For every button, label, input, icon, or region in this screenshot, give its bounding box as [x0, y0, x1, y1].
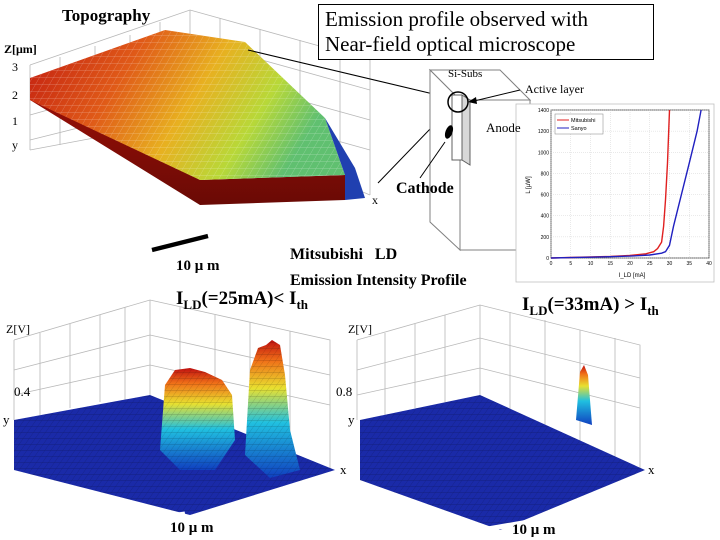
li-chart: 0 5 10 15 20 25 30 35 40020040060080010001200140… [515, 103, 715, 283]
left-profile-scale-bar [126, 511, 186, 525]
li-x-tick-label-2: 10 [588, 261, 594, 267]
li-chart-ylabel: L [μW] [526, 176, 532, 194]
right-heading-mid: (=33mA) > I [547, 294, 648, 315]
anode-label: Anode [486, 120, 521, 135]
cathode-label: Cathode [396, 180, 454, 197]
active-layer-arrow [469, 89, 521, 103]
li-y-tick-label-3: 600 [541, 193, 550, 199]
callout-box: Emission profile observed with Near-fiel… [318, 4, 654, 60]
active-layer-arrowhead [468, 97, 477, 104]
cathode-arrow [419, 141, 446, 179]
li-x-tick-label-0: 0 [550, 261, 553, 267]
li-x-tick-label-3: 15 [607, 261, 613, 267]
topography-side-face [30, 78, 345, 205]
right-profile-z-tick: 0.8 [336, 384, 353, 399]
right-profile-floor-mesh [360, 395, 645, 530]
center-title-line-1: Mitsubishi LD [290, 246, 398, 263]
active-layer-label: Active layer [525, 82, 584, 96]
li-x-tick-label-5: 25 [647, 261, 653, 267]
left-profile-y-label: y [3, 412, 10, 427]
right-heading-i: I [522, 294, 530, 315]
cathode-electrode [444, 125, 454, 139]
li-y-tick-label-6: 1200 [538, 129, 549, 135]
topography-scale-label: 10 μ m [176, 258, 220, 274]
topography-z-tick-3: 3 [12, 60, 18, 74]
li-chart-series [550, 109, 702, 259]
right-profile-peak [576, 365, 592, 425]
li-y-tick-label-2: 400 [541, 214, 550, 220]
li-x-tick-label-1: 5 [569, 261, 572, 267]
li-y-tick-label-1: 200 [541, 235, 550, 241]
left-profile-z-label: Z[V] [6, 322, 30, 336]
left-heading-mid: (=25mA)< I [201, 288, 297, 309]
center-title-line-2: Emission Intensity Profile [290, 272, 467, 289]
right-profile-scale-bar [481, 517, 541, 533]
left-heading-i: I [176, 288, 184, 309]
right-profile-scale-label: 10 μ m [512, 522, 556, 538]
topography-mesh [30, 30, 345, 180]
right-heading-sub2: th [647, 302, 659, 318]
legend-label-sanyo: Sanyo [571, 126, 587, 132]
device-schematic [428, 68, 532, 252]
callout-pointer-line [247, 49, 447, 98]
topography-title: Topography [62, 6, 151, 25]
topography-z-label: Z[μm] [4, 42, 37, 56]
topography-z-tick-1: 1 [12, 114, 18, 128]
topography-y-label: y [12, 138, 18, 152]
si-subs-label: Si-Subs [448, 68, 483, 80]
left-heading-sub2: th [296, 296, 309, 312]
right-profile-heading: ILD(=33mA) > Ith [522, 294, 659, 319]
left-profile-x-label: x [340, 462, 347, 477]
left-heading-sub: LD [183, 296, 202, 312]
li-series-line-sanyo [550, 109, 702, 259]
callout-line-2: Near-field optical microscope [325, 32, 576, 56]
right-profile-x-label: x [648, 462, 655, 477]
topography-scale-bar [151, 233, 209, 253]
right-profile-axes-box [356, 304, 641, 470]
left-profile-peak-1-mesh [160, 368, 235, 470]
li-y-tick-label-0: 0 [546, 256, 549, 262]
right-profile-z-label: Z[V] [348, 322, 372, 336]
left-profile-heading: ILD(=25mA)< Ith [176, 288, 308, 313]
left-profile-z-tick: 0.4 [14, 384, 31, 399]
right-profile-y-label: y [348, 412, 355, 427]
li-chart-ticks: 0 5 10 15 20 25 30 35 40020040060080010001200140… [538, 108, 712, 267]
li-x-tick-label-4: 20 [627, 261, 633, 267]
li-y-tick-label-4: 800 [541, 171, 550, 177]
left-profile-peak-2-mesh [245, 340, 300, 478]
li-y-tick-label-5: 1000 [538, 150, 549, 156]
legend-label-mitsubishi: Mitsubishi [571, 118, 595, 124]
right-heading-sub: LD [529, 302, 548, 318]
topography-tail [325, 118, 365, 200]
li-chart-xlabel: I_LD [mA] [619, 273, 646, 279]
li-chart-legend: Mitsubishi Sanyo [554, 113, 604, 135]
left-profile-scale-label: 10 μ m [170, 520, 214, 536]
topography-z-tick-2: 2 [12, 88, 18, 102]
callout-line-1: Emission profile observed with [325, 7, 589, 31]
li-y-tick-label-7: 1400 [538, 108, 549, 114]
li-x-tick-label-8: 40 [706, 261, 712, 267]
li-x-tick-label-7: 35 [686, 261, 692, 267]
li-x-tick-label-6: 30 [667, 261, 673, 267]
topography-x-label: x [372, 193, 378, 207]
